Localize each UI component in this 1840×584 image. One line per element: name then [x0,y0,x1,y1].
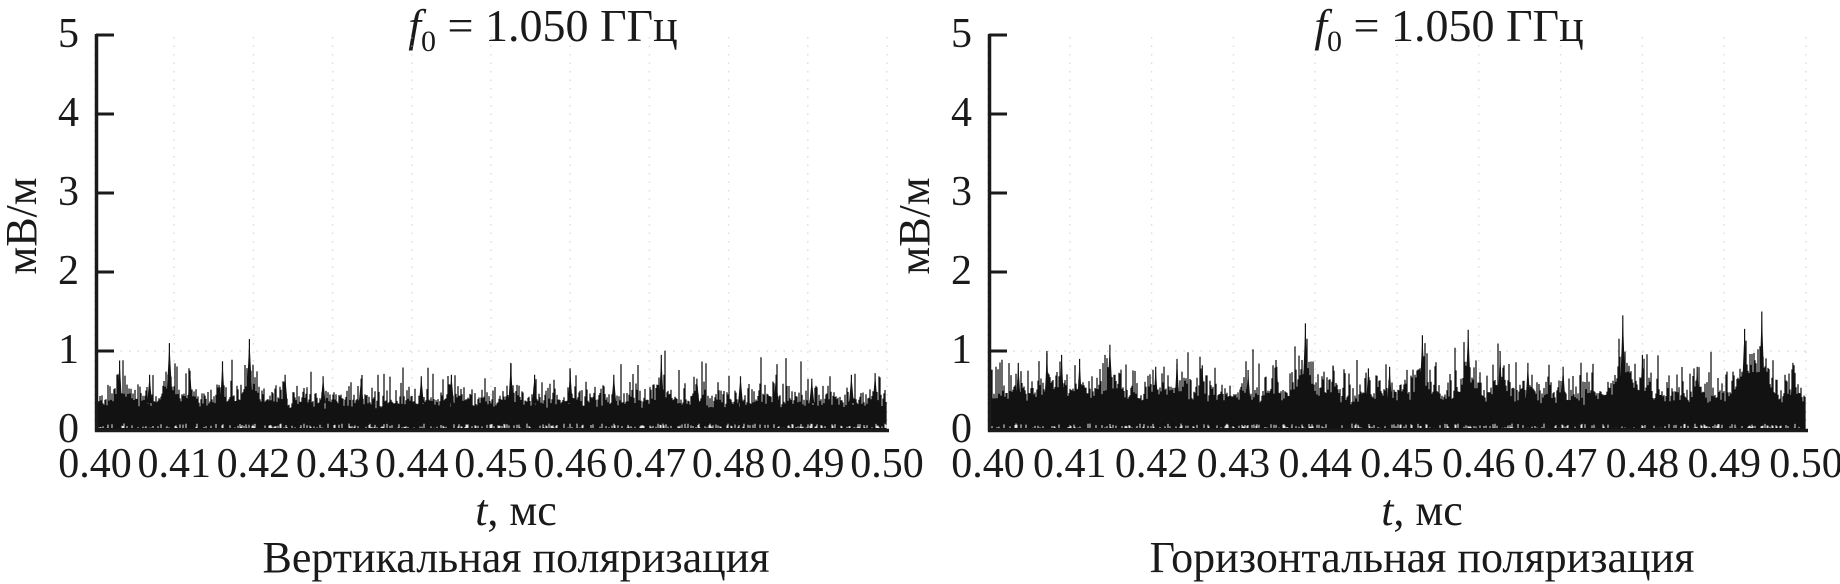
y-tick-label: 3 [951,169,972,215]
x-tick-label: 0.40 [951,441,1025,487]
title-subscript: 0 [421,25,437,59]
xlabel-t-symbol: t [475,486,488,535]
x-tick-label: 0.46 [1442,441,1516,487]
y-tick-label: 4 [951,90,972,136]
x-tick-label: 0.42 [216,441,291,487]
x-tick-label: 0.42 [1114,441,1189,487]
y-tick-label: 4 [58,90,79,136]
x-tick-label: 0.47 [612,441,687,487]
y-axis-label-left: мВ/м [0,177,46,275]
y-tick-label: 1 [58,327,79,373]
title-subscript: 0 [1327,25,1343,59]
plot-title-left: f0 = 1.050 ГГц [147,0,939,57]
xlabel-t-symbol: t [1381,486,1394,535]
y-tick-label: 0 [58,406,79,452]
x-tick-label: 0.50 [850,441,924,487]
x-axis-label-right: t, мс [1272,488,1572,534]
xlabel-units: , мс [1393,486,1463,535]
y-tick-label: 5 [58,11,79,57]
y-axis-label-right: мВ/м [890,177,939,275]
title-value: = 1.050 ГГц [436,0,678,51]
y-tick-label: 2 [951,248,972,294]
x-tick-label: 0.44 [375,441,449,487]
x-tick-label: 0.47 [1523,441,1598,487]
x-axis-label-left: t, мс [366,488,666,534]
signal-plot-canvas-left [94,33,889,433]
caption-vertical-polarization: Вертикальная поляризация [262,533,770,582]
x-tick-label: 0.48 [1605,441,1680,487]
x-tick-label: 0.45 [454,441,528,487]
x-tick-label: 0.40 [58,441,132,487]
x-tick-label: 0.41 [1033,441,1107,487]
x-tick-label: 0.41 [137,441,211,487]
x-tick-label: 0.49 [771,441,845,487]
x-tick-label: 0.50 [1769,441,1840,487]
x-tick-label: 0.48 [691,441,766,487]
x-tick-label: 0.45 [1360,441,1434,487]
title-value: = 1.050 ГГц [1342,0,1584,51]
x-tick-label: 0.46 [533,441,607,487]
y-tick-label: 1 [951,327,972,373]
y-tick-label: 3 [58,169,79,215]
x-tick-label: 0.49 [1687,441,1761,487]
signal-plot-canvas-right [987,33,1808,433]
y-tick-label: 0 [951,406,972,452]
y-tick-label: 2 [58,248,79,294]
plot-title-right: f0 = 1.050 ГГц [1040,0,1840,57]
xlabel-units: , мс [487,486,557,535]
title-f-symbol: f [1314,0,1328,51]
x-tick-label: 0.44 [1278,441,1352,487]
caption-horizontal-polarization: Горизонтальная поляризация [1149,533,1695,582]
y-tick-label: 5 [951,11,972,57]
x-tick-label: 0.43 [1196,441,1271,487]
x-tick-label: 0.43 [295,441,370,487]
